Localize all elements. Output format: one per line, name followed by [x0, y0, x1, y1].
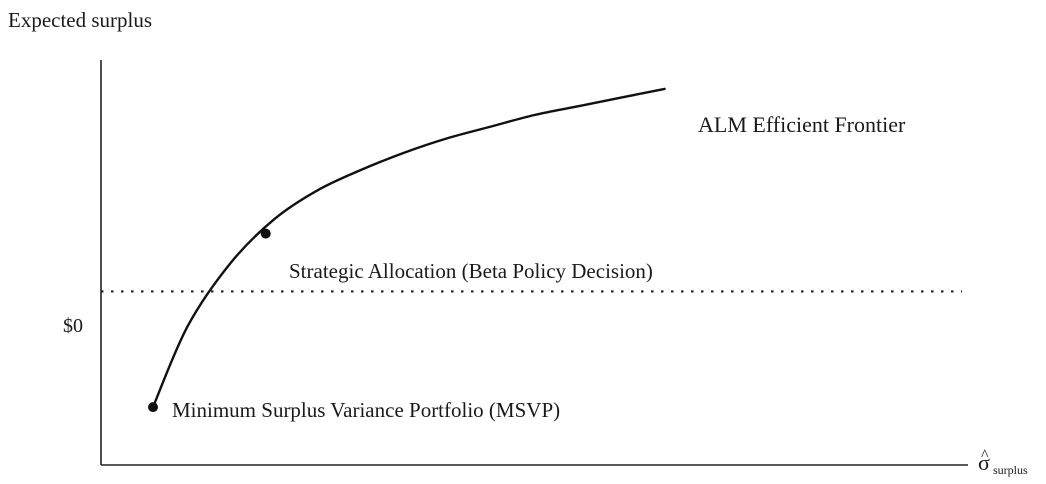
- frontier-label: ALM Efficient Frontier: [698, 112, 906, 137]
- msvp-point: [148, 402, 159, 413]
- x-axis-label: σ: [978, 450, 990, 475]
- frontier-line: [151, 87, 666, 409]
- x-axis-hat: ^: [981, 447, 989, 464]
- msvp-label: Minimum Surplus Variance Portfolio (MSVP…: [172, 398, 560, 422]
- y-axis-label: Expected surplus: [8, 8, 152, 32]
- x-axis-label-subscript: surplus: [993, 463, 1028, 477]
- strategic-allocation-label: Strategic Allocation (Beta Policy Decisi…: [289, 259, 653, 283]
- zero-line-label: $0: [63, 315, 83, 337]
- strategic-allocation-point: [260, 228, 271, 239]
